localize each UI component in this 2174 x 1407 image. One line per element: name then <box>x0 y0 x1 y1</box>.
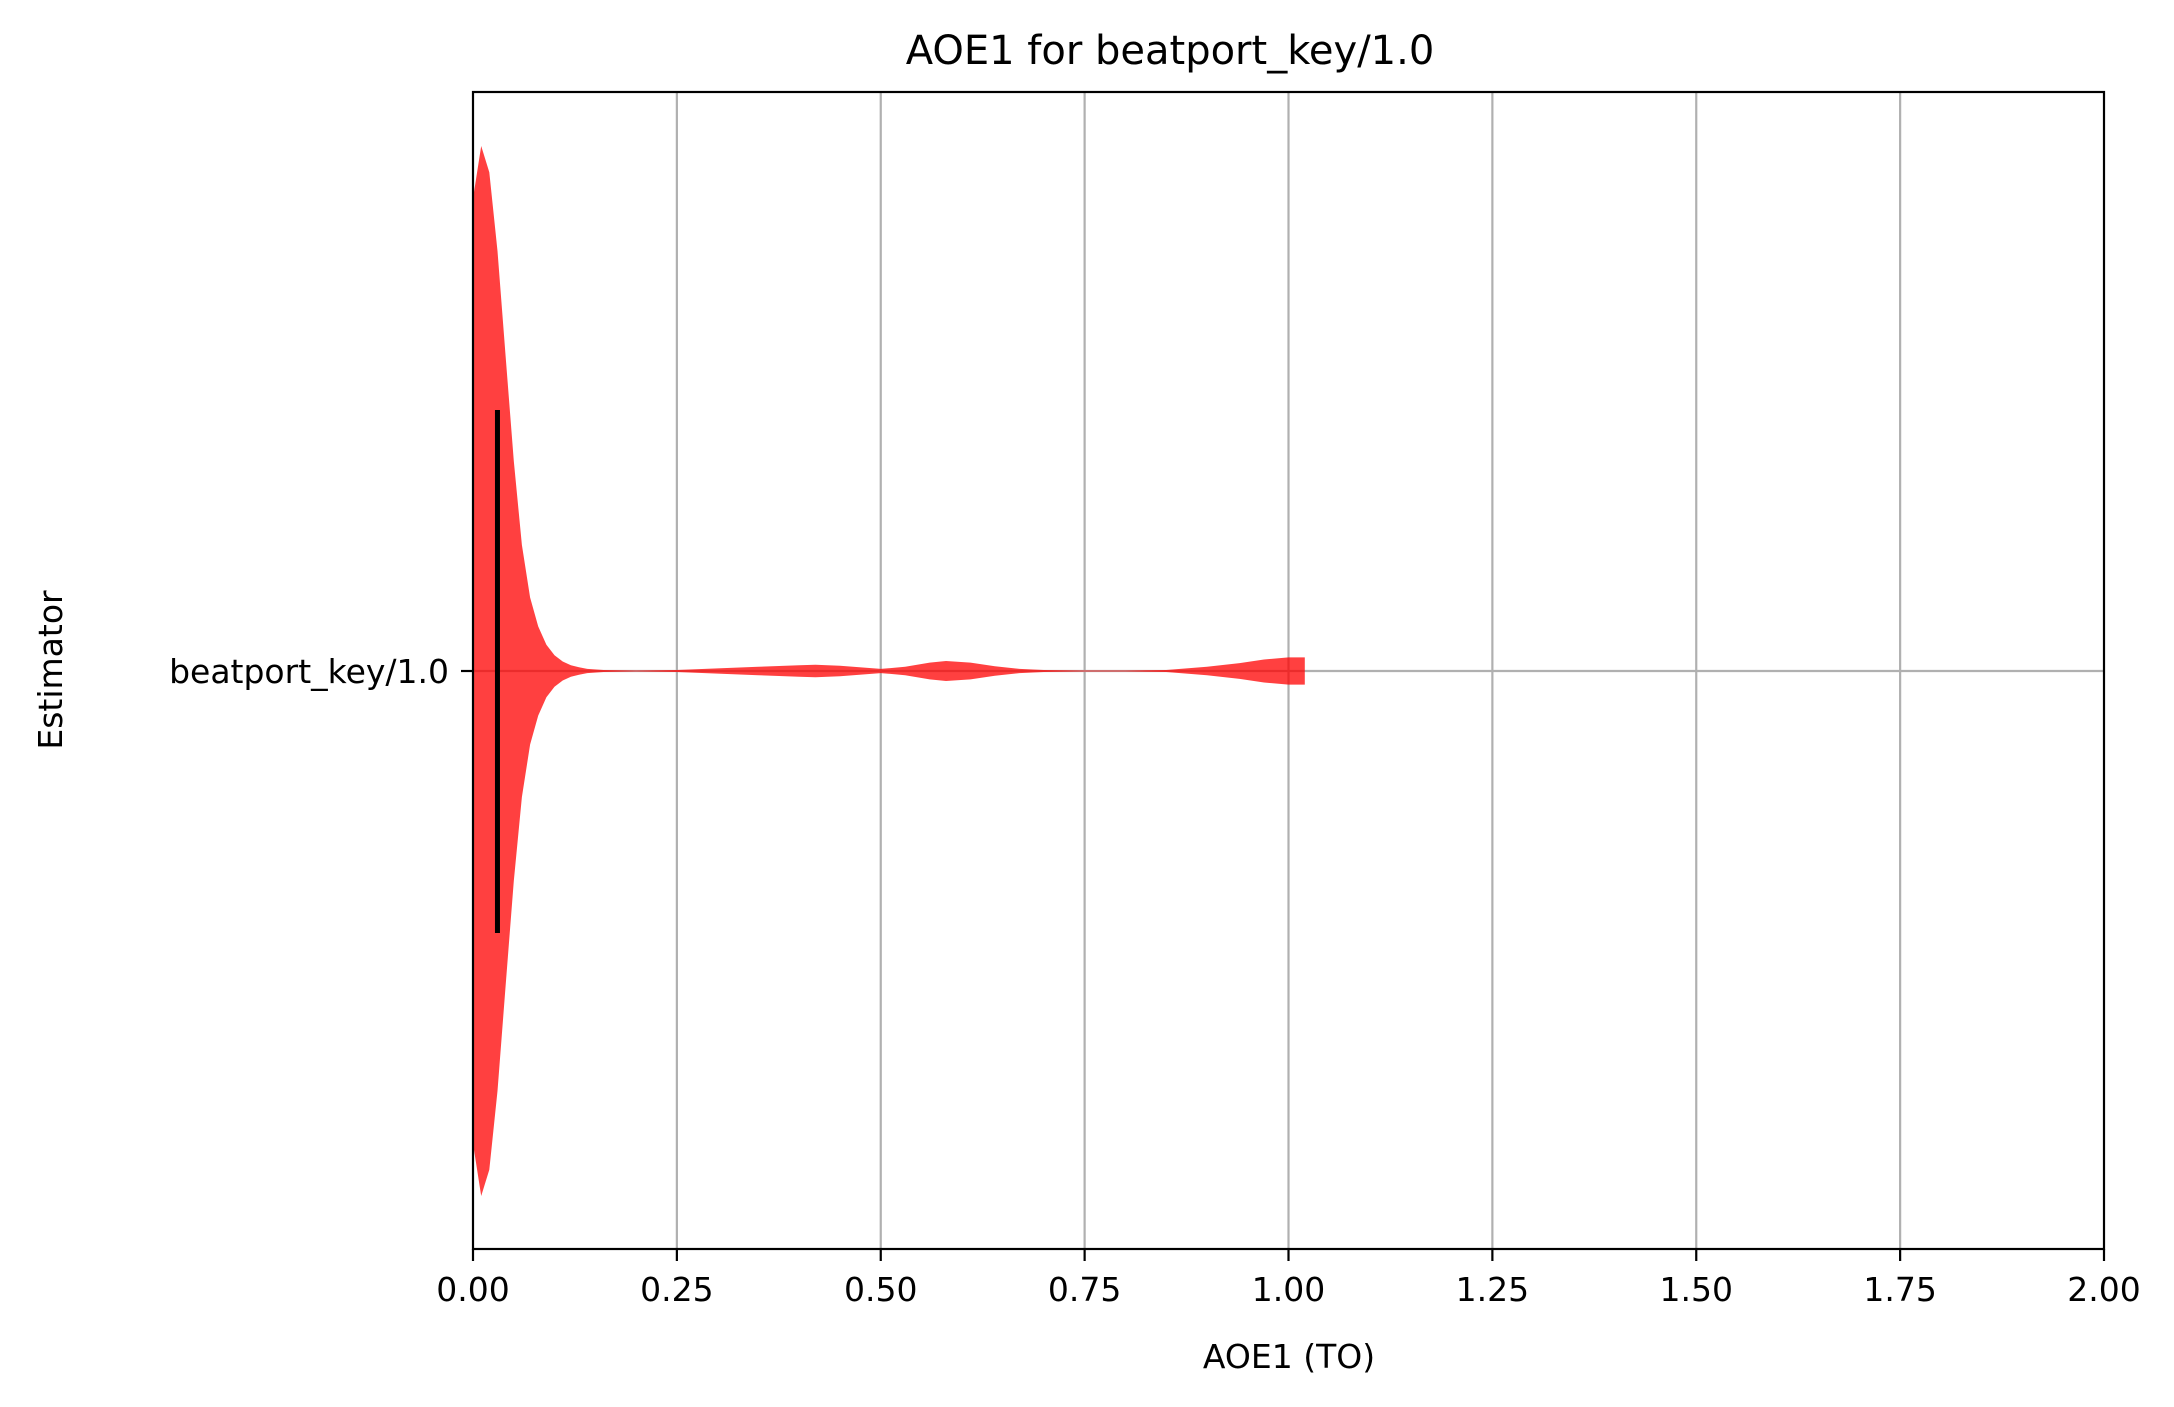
x-tick-label: 1.00 <box>1252 1270 1325 1309</box>
x-tick-label: 2.00 <box>2067 1270 2140 1309</box>
x-tick-label: 1.25 <box>1456 1270 1529 1309</box>
x-axis-label: AOE1 (TO) <box>1203 1337 1375 1376</box>
y-axis-ticks: beatport_key/1.0 <box>169 652 473 691</box>
x-tick-label: 1.50 <box>1660 1270 1733 1309</box>
y-axis-label: Estimator <box>31 590 70 750</box>
y-tick-label: beatport_key/1.0 <box>169 652 449 691</box>
x-tick-label: 1.75 <box>1863 1270 1936 1309</box>
chart-title: AOE1 for beatport_key/1.0 <box>906 28 1435 74</box>
violin-body <box>473 146 1305 1196</box>
violin-bodies <box>473 146 1305 1196</box>
x-tick-label: 0.00 <box>436 1270 509 1309</box>
x-tick-label: 0.50 <box>844 1270 917 1309</box>
x-tick-label: 0.75 <box>1048 1270 1121 1309</box>
x-axis-ticks: 0.00 0.25 0.50 0.75 1.00 1.25 1.50 1.75 2.00 <box>436 1249 2141 1309</box>
x-tick-label: 0.25 <box>640 1270 713 1309</box>
